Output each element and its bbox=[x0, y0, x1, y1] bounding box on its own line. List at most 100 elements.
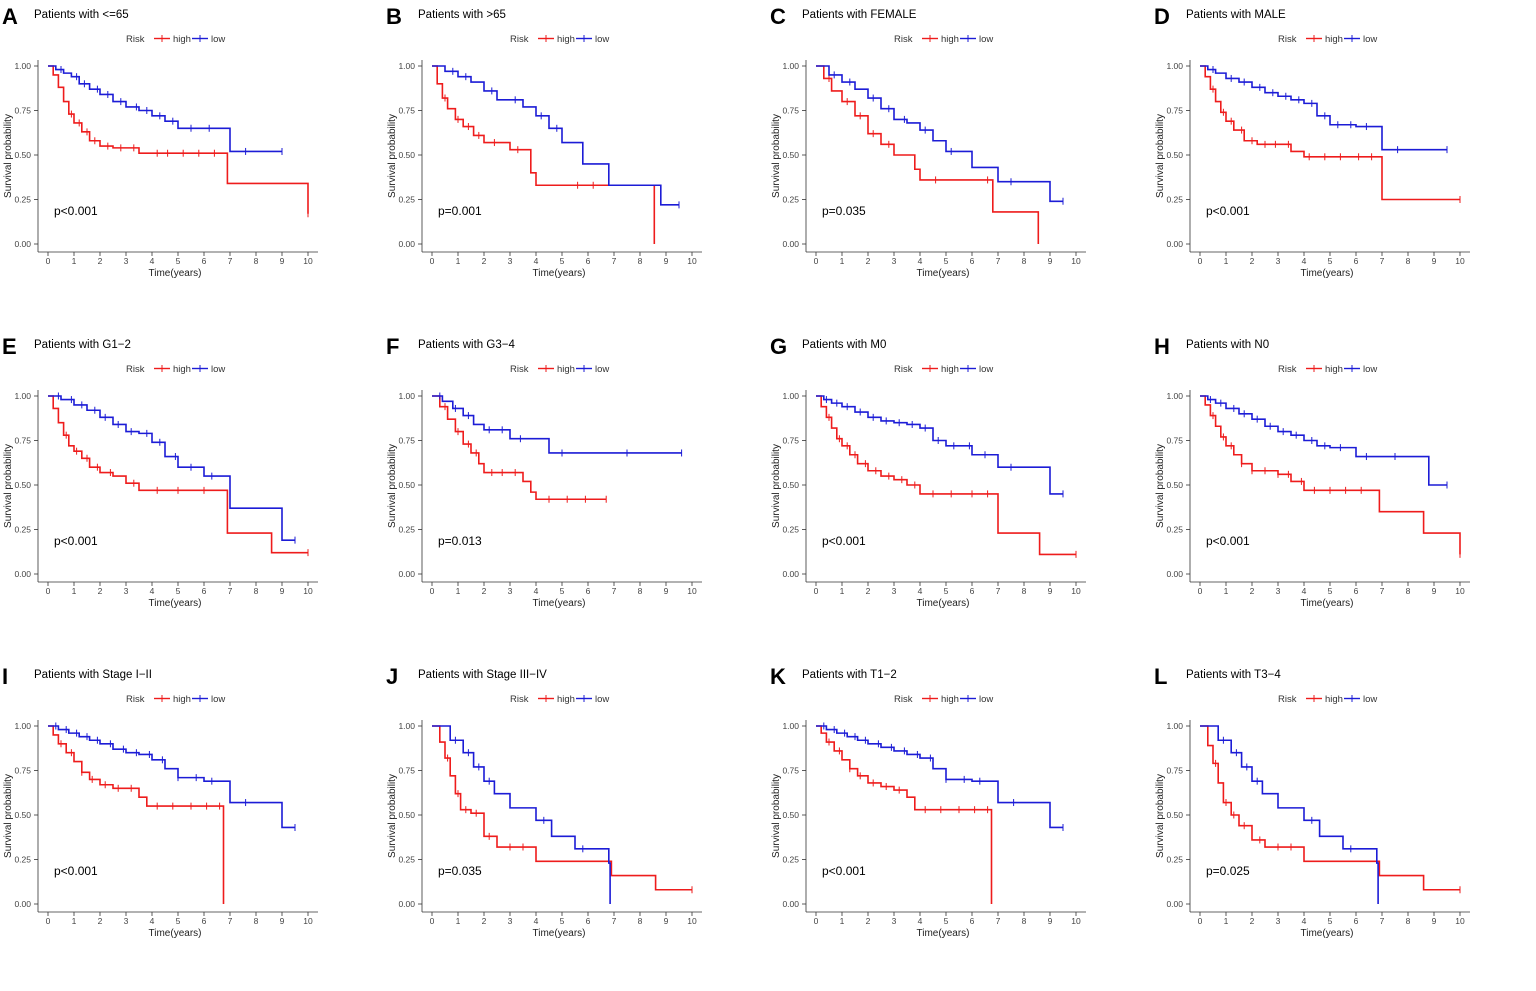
y-tick-label: 0.25 bbox=[398, 855, 415, 865]
legend-title: Risk bbox=[510, 364, 529, 375]
x-tick-label: 7 bbox=[996, 256, 1001, 266]
x-tick-label: 5 bbox=[1328, 256, 1333, 266]
x-tick-label: 0 bbox=[814, 916, 819, 926]
x-tick-label: 1 bbox=[840, 256, 845, 266]
x-tick-label: 7 bbox=[612, 916, 617, 926]
km-panel-g: G Patients with M0 Risk high low 0 1 2 3 4 5 6 7 8 9 10… bbox=[768, 330, 1152, 660]
x-tick-label: 2 bbox=[866, 256, 871, 266]
x-tick-label: 8 bbox=[1406, 916, 1411, 926]
legend-low-label: low bbox=[211, 34, 225, 45]
x-tick-label: 5 bbox=[176, 256, 181, 266]
p-value-label: p<0.001 bbox=[54, 864, 98, 878]
x-tick-label: 7 bbox=[612, 586, 617, 596]
legend: Risk high low bbox=[1278, 34, 1377, 45]
legend-title: Risk bbox=[1278, 694, 1297, 705]
x-tick-label: 9 bbox=[1048, 256, 1053, 266]
y-tick-label: 0.75 bbox=[398, 766, 415, 776]
km-curve-high bbox=[1200, 65, 1460, 201]
y-tick-label: 0.00 bbox=[782, 569, 799, 579]
y-tick-label: 1.00 bbox=[1166, 61, 1183, 71]
series-low bbox=[1200, 725, 1379, 904]
x-tick-label: 1 bbox=[840, 586, 845, 596]
y-tick-label: 0.00 bbox=[782, 239, 799, 249]
panel-title: Patients with T1−2 bbox=[802, 669, 897, 681]
y-tick-label: 0.50 bbox=[14, 150, 31, 160]
x-tick-label: 10 bbox=[1071, 916, 1081, 926]
legend-title: Risk bbox=[126, 34, 145, 45]
x-tick-label: 7 bbox=[612, 256, 617, 266]
km-curve-low bbox=[1200, 725, 1379, 904]
x-tick-label: 5 bbox=[944, 256, 949, 266]
x-tick-label: 2 bbox=[98, 256, 103, 266]
y-tick-label: 1.00 bbox=[14, 61, 31, 71]
panel-title: Patients with G3−4 bbox=[418, 339, 515, 351]
x-tick-label: 7 bbox=[1380, 916, 1385, 926]
x-tick-label: 4 bbox=[918, 256, 923, 266]
x-tick-label: 0 bbox=[430, 586, 435, 596]
y-tick-label: 0.75 bbox=[398, 106, 415, 116]
x-tick-label: 0 bbox=[46, 916, 51, 926]
series-high bbox=[432, 395, 607, 503]
y-tick-label: 0.75 bbox=[14, 766, 31, 776]
y-axis-label: Survival probability bbox=[1155, 114, 1166, 198]
y-tick-label: 1.00 bbox=[398, 391, 415, 401]
y-tick-label: 0.25 bbox=[782, 855, 799, 865]
y-tick-label: 1.00 bbox=[1166, 721, 1183, 731]
x-tick-label: 1 bbox=[456, 916, 461, 926]
y-tick-label: 0.75 bbox=[14, 436, 31, 446]
panel-letter: C bbox=[770, 4, 786, 29]
x-tick-label: 3 bbox=[892, 256, 897, 266]
legend-title: Risk bbox=[894, 694, 913, 705]
legend: Risk high low bbox=[894, 694, 993, 705]
panel-letter: B bbox=[386, 4, 402, 29]
x-tick-label: 8 bbox=[1022, 586, 1027, 596]
km-curve-low bbox=[48, 725, 295, 829]
x-tick-label: 9 bbox=[1432, 916, 1437, 926]
panel-letter: H bbox=[1154, 334, 1170, 359]
km-curve-high bbox=[48, 65, 309, 214]
legend-low-label: low bbox=[979, 364, 993, 375]
x-tick-label: 3 bbox=[508, 256, 513, 266]
km-plot-svg: F Patients with G3−4 Risk high low 0 1 2 3 4 5 6 7 8 9… bbox=[386, 334, 702, 609]
p-value-label: p<0.001 bbox=[1206, 204, 1250, 218]
series-low bbox=[432, 392, 683, 457]
x-tick-label: 6 bbox=[586, 256, 591, 266]
x-tick-label: 1 bbox=[456, 586, 461, 596]
x-tick-label: 8 bbox=[638, 916, 643, 926]
y-tick-label: 0.75 bbox=[782, 436, 799, 446]
p-value-label: p<0.001 bbox=[54, 534, 98, 548]
km-panel-b: B Patients with >65 Risk high low 0 1 2 3 4 5 6 7 8 9 1… bbox=[384, 0, 768, 330]
y-tick-label: 0.50 bbox=[398, 150, 415, 160]
y-tick-label: 1.00 bbox=[14, 391, 31, 401]
series-high bbox=[1200, 65, 1461, 203]
legend-high-label: high bbox=[557, 364, 575, 375]
km-curve-low bbox=[432, 725, 611, 904]
x-tick-label: 5 bbox=[1328, 916, 1333, 926]
panel-title: Patients with MALE bbox=[1186, 9, 1286, 21]
x-axis-label: Time(years) bbox=[149, 268, 202, 279]
km-curve-low bbox=[432, 65, 679, 206]
y-tick-label: 0.00 bbox=[1166, 569, 1183, 579]
legend-title: Risk bbox=[510, 34, 529, 45]
y-tick-label: 0.25 bbox=[782, 525, 799, 535]
y-tick-label: 0.75 bbox=[782, 106, 799, 116]
x-tick-label: 2 bbox=[482, 586, 487, 596]
y-tick-label: 0.00 bbox=[782, 899, 799, 909]
panel-title: Patients with FEMALE bbox=[802, 9, 917, 21]
x-tick-label: 10 bbox=[687, 586, 697, 596]
km-curve-high bbox=[432, 65, 656, 244]
panel-title: Patients with N0 bbox=[1186, 339, 1269, 351]
y-axis-label: Survival probability bbox=[387, 444, 398, 528]
p-value-label: p=0.035 bbox=[438, 864, 482, 878]
series-low bbox=[48, 392, 296, 544]
x-tick-label: 9 bbox=[1048, 916, 1053, 926]
x-tick-label: 4 bbox=[918, 916, 923, 926]
y-tick-label: 0.00 bbox=[14, 899, 31, 909]
km-panel-h: H Patients with N0 Risk high low 0 1 2 3 4 5 6 7 8 9 10… bbox=[1152, 330, 1536, 660]
x-tick-label: 8 bbox=[638, 256, 643, 266]
km-panel-a: A Patients with <=65 Risk high low 0 1 2 3 4 5 6 7 8 9… bbox=[0, 0, 384, 330]
series-low bbox=[432, 65, 680, 209]
km-curve-low bbox=[1200, 395, 1447, 486]
x-tick-label: 5 bbox=[560, 586, 565, 596]
